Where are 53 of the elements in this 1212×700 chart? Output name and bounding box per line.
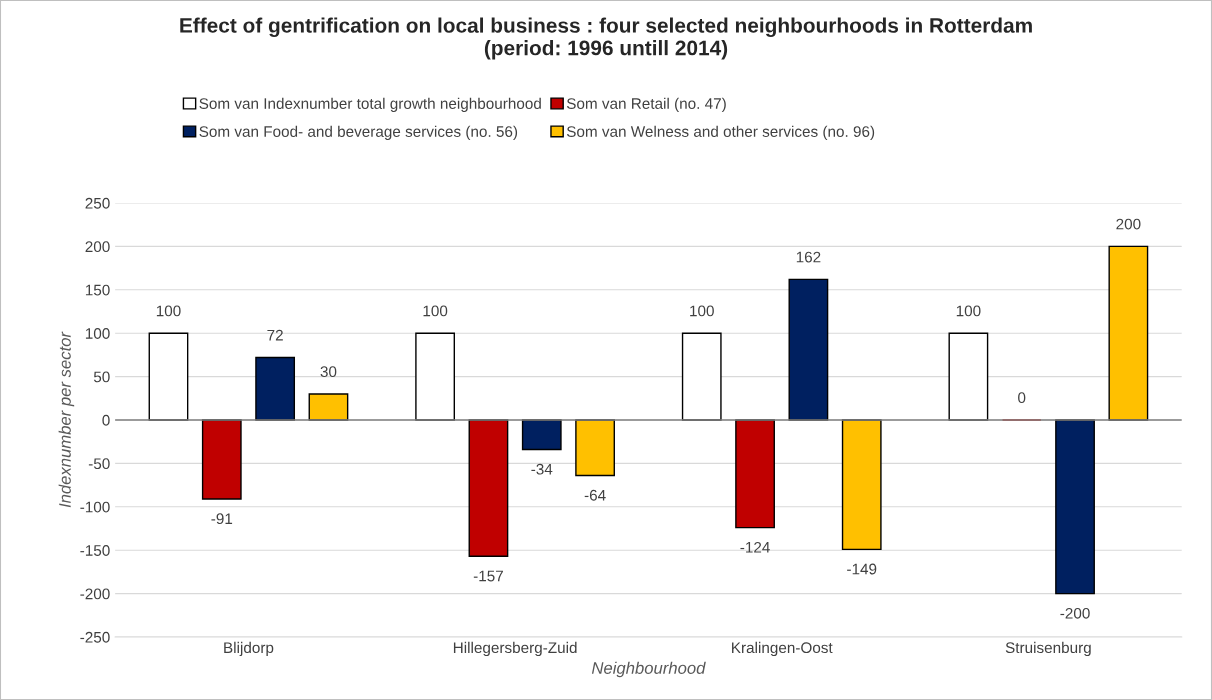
data-label: 100 [956,305,981,317]
data-label: 200 [1116,218,1141,230]
y-tick-label: -200 [80,588,110,600]
legend-label: Som van Retail (no. 47) [566,97,726,112]
data-label: -157 [473,570,503,582]
data-label: 162 [796,251,821,263]
data-label: -64 [584,489,606,501]
data-label: 0 [1018,392,1026,404]
bar [521,419,562,451]
bar [255,356,296,421]
bar [735,419,775,529]
y-tick-label: -250 [80,631,110,643]
legend-label: Som van Indexnumber total growth neighbourhood [199,97,541,112]
y-tick-label: -150 [80,545,110,556]
bar [1055,419,1095,595]
bar [148,332,189,421]
legend-label: Som van Food- and beverage services (no. 56) [199,125,518,140]
data-label: 100 [423,305,448,317]
data-label: 100 [690,305,714,317]
bar [468,419,509,557]
y-tick-label: 50 [93,371,110,383]
bar [1108,245,1149,421]
legend-label: Som van Welness and other services (no. 96) [566,125,875,140]
data-label: -91 [211,513,233,525]
x-tick-label: Kralingen-Oost [732,641,833,657]
x-tick-label: Hillegersberg-Zuid [453,641,577,657]
y-tick-label: 100 [85,328,110,339]
data-label: 72 [267,329,283,341]
data-label: -34 [531,463,553,475]
bar [681,332,722,421]
bar [575,419,615,477]
y-tick-label: 200 [85,241,110,253]
bar [788,278,829,421]
bar [415,332,456,421]
x-tick-label: Struisenburg [1005,641,1091,657]
y-tick-label: 250 [85,197,110,209]
data-label: 30 [320,366,337,378]
data-label: -124 [740,541,770,553]
y-tick-label: -50 [88,458,110,470]
data-label: 100 [156,305,181,317]
x-tick-label: Blijdorp [224,641,274,657]
y-tick-label: 0 [102,414,110,426]
y-tick-label: 150 [85,284,110,296]
bar [841,419,882,551]
y-axis-title: Indexnumber per sector [58,331,75,508]
bar [201,419,242,500]
y-tick-label: -100 [80,501,110,513]
chart-title: Effect of gentrification on local business : four selected neighbourhoods in Rotterdam (period: 1996 untill 2014) [180,17,1032,60]
bar [948,332,989,421]
data-label: -149 [847,563,877,575]
x-axis-title: Neighbourhood [591,661,706,678]
data-label: -200 [1060,607,1090,619]
bar [308,393,349,421]
